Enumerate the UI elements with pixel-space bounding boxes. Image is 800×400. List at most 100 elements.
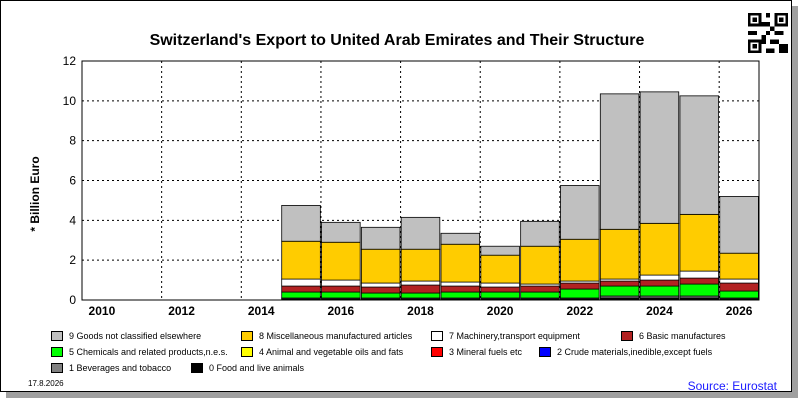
legend-swatch xyxy=(191,363,203,373)
y-tick-label: 2 xyxy=(69,253,76,267)
bar-segment xyxy=(520,220,560,247)
bar-segment xyxy=(719,196,759,254)
bar-segment xyxy=(560,238,600,282)
bar-segment xyxy=(360,248,401,284)
bar-segment xyxy=(520,245,560,285)
x-tick-label: 2012 xyxy=(168,304,195,318)
chart-frame: Switzerland's Export to United Arab Emir… xyxy=(0,0,792,393)
bar-segment xyxy=(599,228,640,280)
legend-label: 3 Mineral fuels etc xyxy=(449,347,523,357)
source-label: Source: Eurostat xyxy=(687,379,777,393)
legend-swatch xyxy=(431,347,443,357)
legend-swatch xyxy=(621,331,633,341)
bar-segment xyxy=(360,226,401,250)
legend-item: 5 Chemicals and related products,n.e.s. xyxy=(51,347,228,357)
bar-segment xyxy=(400,284,441,294)
x-tick-label: 2026 xyxy=(726,304,753,318)
legend-label: 6 Basic manufactures xyxy=(639,331,726,341)
legend-label: 4 Animal and vegetable oils and fats xyxy=(259,347,404,357)
legend-label: 1 Beverages and tobacco xyxy=(69,363,172,373)
x-tick-label: 2020 xyxy=(487,304,514,318)
legend-item: 1 Beverages and tobacco xyxy=(51,363,171,373)
bar-segment xyxy=(679,213,719,272)
bar-segment xyxy=(639,91,680,224)
y-tick-label: 8 xyxy=(69,134,76,148)
bar-segment xyxy=(520,291,560,299)
bar-segment xyxy=(639,222,680,276)
legend-item: 9 Goods not classified elsewhere xyxy=(51,331,201,341)
y-tick-label: 0 xyxy=(69,293,76,307)
bar-segment xyxy=(440,285,481,293)
bar-segment xyxy=(281,285,321,293)
legend-item: 8 Miscellaneous manufactured articles xyxy=(241,331,412,341)
x-tick-label: 2024 xyxy=(646,304,673,318)
x-tick-label: 2018 xyxy=(407,304,434,318)
legend-item: 7 Machinery,transport equipment xyxy=(431,331,580,341)
legend-swatch xyxy=(241,331,253,341)
y-tick-label: 4 xyxy=(69,213,76,227)
x-tick-label: 2022 xyxy=(566,304,593,318)
legend-swatch xyxy=(241,347,253,357)
bar-segment xyxy=(281,278,321,287)
bar-segment xyxy=(719,282,759,292)
chart-plot: 0 2 4 6 8 10 12 2010 2012 2014 2016 2018 2020 2022 202… xyxy=(63,54,760,318)
bar-segment xyxy=(281,240,321,280)
bar-segment xyxy=(400,280,441,286)
bar-segment xyxy=(560,288,600,299)
bar-segment xyxy=(360,292,401,299)
bar-segment xyxy=(321,221,361,243)
bar-segment xyxy=(480,286,520,293)
legend-label: 0 Food and live animals xyxy=(209,363,305,373)
bar-segment xyxy=(480,291,520,299)
bar-segment xyxy=(599,285,640,297)
bar-segment xyxy=(400,248,441,282)
bar-segment xyxy=(440,291,481,299)
legend-swatch xyxy=(51,363,63,373)
legend-label: 9 Goods not classified elsewhere xyxy=(69,331,202,341)
bar-segment xyxy=(560,282,600,290)
y-tick-label: 12 xyxy=(63,54,77,68)
bar-segment xyxy=(639,279,680,287)
x-tick-label: 2014 xyxy=(248,304,275,318)
date-label: 17.8.2026 xyxy=(28,379,64,388)
bar-segment xyxy=(560,185,600,240)
legend-label: 8 Miscellaneous manufactured articles xyxy=(259,331,413,341)
bar-segment xyxy=(599,280,640,287)
legend-item: 3 Mineral fuels etc xyxy=(431,347,522,357)
legend-label: 7 Machinery,transport equipment xyxy=(449,331,580,341)
bar-segment xyxy=(400,292,441,299)
bar-segment xyxy=(321,291,361,299)
bar-segment xyxy=(360,286,401,294)
bar-segment xyxy=(321,285,361,293)
legend-swatch xyxy=(51,331,63,341)
plot-border xyxy=(81,60,760,301)
legend-item: 0 Food and live animals xyxy=(191,363,304,373)
y-tick-label: 6 xyxy=(69,174,76,188)
bar-segment xyxy=(360,282,401,288)
bar-segment xyxy=(480,254,520,284)
legend-swatch xyxy=(431,331,443,341)
bar-segment xyxy=(719,290,759,299)
legend-label: 2 Crude materials,inedible,except fuels xyxy=(557,347,713,357)
bar-segment xyxy=(719,252,759,280)
bar-segment xyxy=(400,216,441,250)
legend-swatch xyxy=(51,347,63,357)
legend-item: 2 Crude materials,inedible,except fuels xyxy=(539,347,712,357)
x-tick-label: 2016 xyxy=(328,304,355,318)
bar-segment xyxy=(679,277,719,285)
legend-label: 5 Chemicals and related products,n.e.s. xyxy=(69,347,228,357)
bar-segment xyxy=(599,93,640,230)
legend-item: 4 Animal and vegetable oils and fats xyxy=(241,347,403,357)
bar-segment xyxy=(440,232,481,245)
bar-segment xyxy=(440,281,481,287)
bar-segment xyxy=(480,282,520,288)
y-tick-label: 10 xyxy=(63,94,77,108)
bar-segment xyxy=(321,279,361,287)
bar-segment xyxy=(679,95,719,215)
bar-segment xyxy=(281,291,321,299)
bar-segment xyxy=(679,283,719,297)
legend-item: 6 Basic manufactures xyxy=(621,331,726,341)
bar-segment xyxy=(281,204,321,242)
bar-segment xyxy=(321,241,361,281)
chart-title: Switzerland's Export to United Arab Emir… xyxy=(149,32,645,49)
